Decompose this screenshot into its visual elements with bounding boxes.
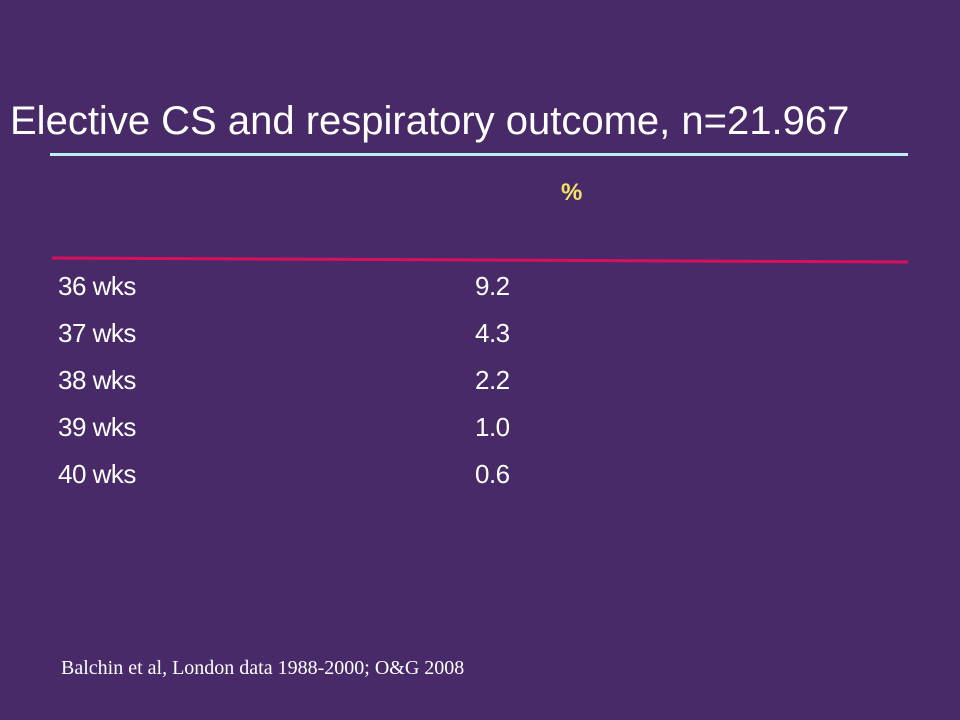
- gestation-label: 37 wks: [58, 318, 136, 348]
- percent-value: 0.6: [475, 459, 510, 489]
- source-citation: Balchin et al, London data 1988-2000; O&…: [61, 657, 465, 679]
- gestation-label: 39 wks: [58, 412, 136, 442]
- title-underline: [50, 153, 908, 156]
- outcome-table: 36 wks 9.2 37 wks 4.3 38 wks 2.2 39 wks …: [58, 264, 558, 499]
- table-row: 37 wks 4.3: [58, 311, 558, 358]
- table-row: 40 wks 0.6: [58, 452, 558, 499]
- gestation-label: 40 wks: [58, 459, 136, 489]
- percent-value: 1.0: [475, 412, 510, 442]
- slide-title: Elective CS and respiratory outcome, n=2…: [10, 99, 850, 143]
- gestation-label: 38 wks: [58, 365, 136, 395]
- table-row: 36 wks 9.2: [58, 264, 558, 311]
- percent-value: 9.2: [475, 271, 510, 301]
- table-row: 39 wks 1.0: [58, 405, 558, 452]
- table-row: 38 wks 2.2: [58, 358, 558, 405]
- percent-value: 2.2: [475, 365, 510, 395]
- gestation-label: 36 wks: [58, 271, 136, 301]
- percent-value: 4.3: [475, 318, 510, 348]
- percent-column-header: %: [561, 179, 583, 206]
